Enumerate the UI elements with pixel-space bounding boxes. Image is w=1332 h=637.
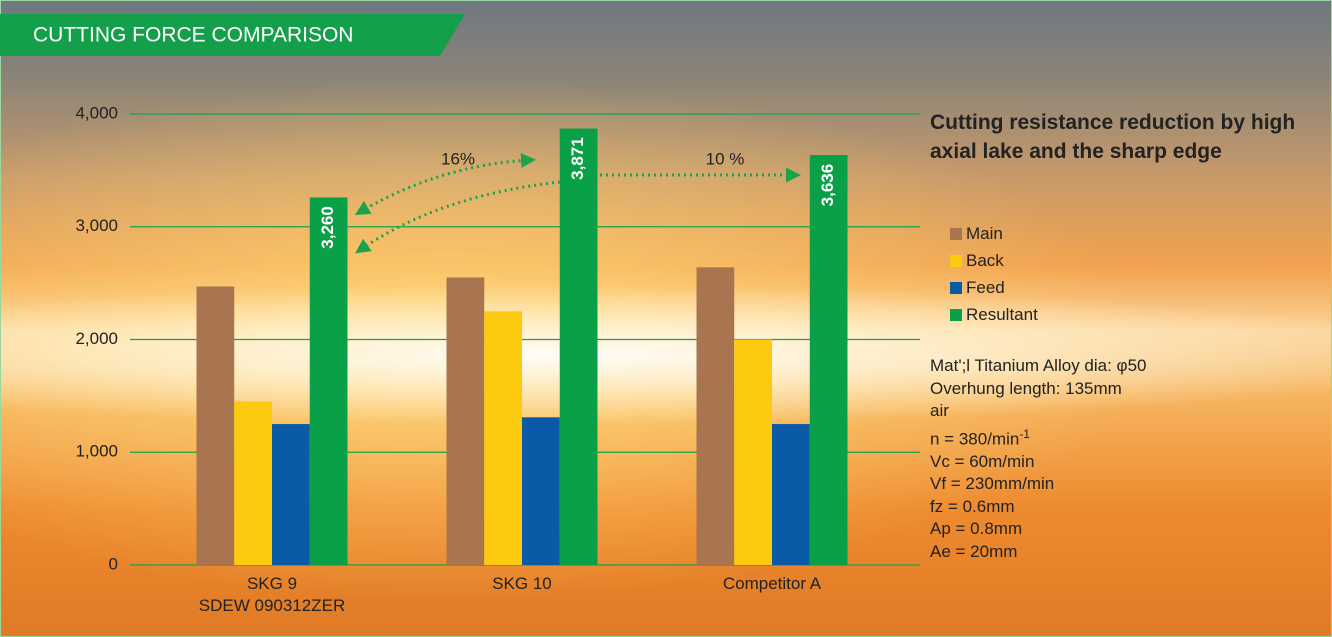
note-text: Mat';l Titanium Alloy dia: φ50 [930,356,1146,375]
note-text: Ap = 0.8mm [930,519,1022,538]
legend-swatch [950,255,962,267]
bar [522,417,560,565]
note-text: Vf = 230mm/min [930,474,1054,493]
note: Ae = 20mm [930,541,1146,564]
legend-swatch [950,228,962,240]
legend-item: Main [950,220,1038,247]
annotation: 10 % [706,149,745,168]
note: fz = 0.6mm [930,496,1146,519]
note: Vc = 60m/min [930,451,1146,474]
bar [310,197,348,565]
y-tick-label: 3,000 [75,216,118,235]
legend-label: Resultant [966,305,1038,325]
x-tick-label: SKG 9 SDEW 090312ZER [147,573,397,617]
bar [447,277,485,565]
legend-swatch [950,309,962,321]
annotation: 16% [441,149,475,168]
value-label: 3,636 [818,164,837,207]
note: Mat';l Titanium Alloy dia: φ50 [930,355,1146,378]
value-label: 3,871 [568,137,587,180]
y-tick-label: 1,000 [75,442,118,461]
note-text: Overhung length: 135mm [930,379,1122,398]
bar [197,287,235,565]
arrow [360,182,560,250]
note: Overhung length: 135mm [930,378,1146,401]
legend-title: Cutting resistance reduction by high axi… [930,108,1320,166]
note-text: fz = 0.6mm [930,497,1015,516]
bar [272,424,310,565]
bar [734,340,772,566]
note-sup: -1 [1019,427,1030,441]
y-tick-label: 2,000 [75,329,118,348]
value-label: 3,260 [318,206,337,249]
legend-item: Feed [950,274,1038,301]
bar [234,402,272,565]
note-text: air [930,401,949,420]
bar [697,267,735,565]
legend-item: Resultant [950,301,1038,328]
legend-label: Feed [966,278,1005,298]
x-tick-label: SKG 10 [397,573,647,595]
note-text: Ae = 20mm [930,542,1017,561]
x-tick-label: Competitor A [647,573,897,595]
note-text: Vc = 60m/min [930,452,1034,471]
legend-swatch [950,282,962,294]
chart-title: CUTTING FORCE COMPARISON [33,24,353,47]
bar [560,129,598,565]
legend-label: Back [966,251,1004,271]
legend-item: Back [950,247,1038,274]
legend-label: Main [966,224,1003,244]
bar [810,155,848,565]
y-tick-label: 4,000 [75,103,118,122]
bar [484,311,522,565]
y-tick-label: 0 [109,554,118,573]
page: CUTTING FORCE COMPARISON 0 1,000 2,000 3,00… [0,0,1332,637]
note: Vf = 230mm/min [930,473,1146,496]
note: n = 380/min-1 [930,423,1146,451]
note: air [930,400,1146,423]
note-text: n = 380/min [930,429,1019,448]
legend: Main Back Feed Resultant [950,220,1038,328]
bar [772,424,810,565]
note: Ap = 0.8mm [930,518,1146,541]
notes: Mat';l Titanium Alloy dia: φ50 Overhung l… [930,355,1146,563]
